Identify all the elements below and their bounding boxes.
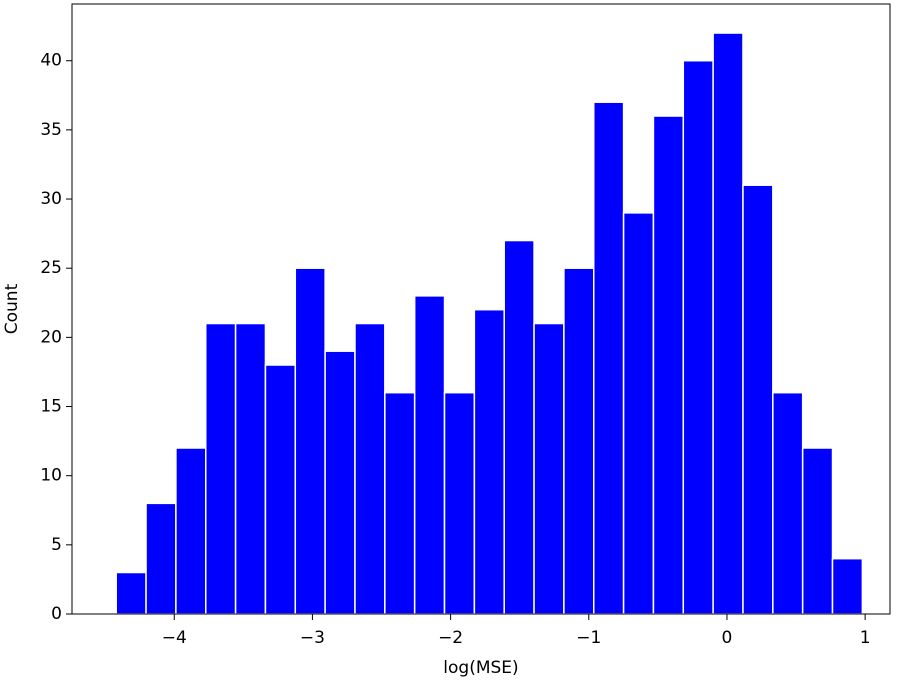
bar xyxy=(652,115,685,615)
x-tick-label: −2 xyxy=(438,628,463,648)
bar xyxy=(205,322,237,615)
x-tick-label: −1 xyxy=(576,628,601,648)
bar xyxy=(354,322,386,615)
bar xyxy=(682,59,714,615)
bar xyxy=(742,184,774,615)
bar xyxy=(384,391,416,615)
bar xyxy=(772,391,804,615)
y-tick-label: 15 xyxy=(40,397,62,417)
bar xyxy=(533,322,565,615)
y-tick-label: 40 xyxy=(40,51,62,71)
bar xyxy=(503,239,535,615)
x-axis-label: log(MSE) xyxy=(443,658,518,678)
x-tick-label: −4 xyxy=(162,628,187,648)
y-tick-label: 0 xyxy=(51,604,62,624)
bar xyxy=(622,212,655,615)
y-tick-label: 25 xyxy=(40,258,62,278)
bar xyxy=(831,557,864,615)
y-tick-label: 20 xyxy=(40,327,62,347)
bar xyxy=(175,447,207,615)
y-tick-label: 35 xyxy=(40,120,62,140)
bar xyxy=(801,447,834,615)
bar xyxy=(593,101,625,615)
y-tick-label: 30 xyxy=(40,189,62,209)
bar xyxy=(234,322,267,615)
bar xyxy=(294,267,326,615)
bar xyxy=(324,350,356,615)
bar xyxy=(712,32,744,615)
x-tick-label: −3 xyxy=(300,628,325,648)
x-tick-label: 1 xyxy=(860,628,871,648)
bar xyxy=(115,571,147,615)
bar xyxy=(413,295,446,615)
bar xyxy=(145,502,177,615)
y-tick-label: 5 xyxy=(51,535,62,555)
bar xyxy=(264,364,297,615)
bar xyxy=(473,308,505,615)
y-axis-label: Count xyxy=(2,283,22,334)
bar xyxy=(443,391,476,615)
x-tick-label: 0 xyxy=(722,628,733,648)
plot-frame xyxy=(71,3,891,615)
y-tick-label: 10 xyxy=(40,466,62,486)
bar xyxy=(563,267,595,615)
